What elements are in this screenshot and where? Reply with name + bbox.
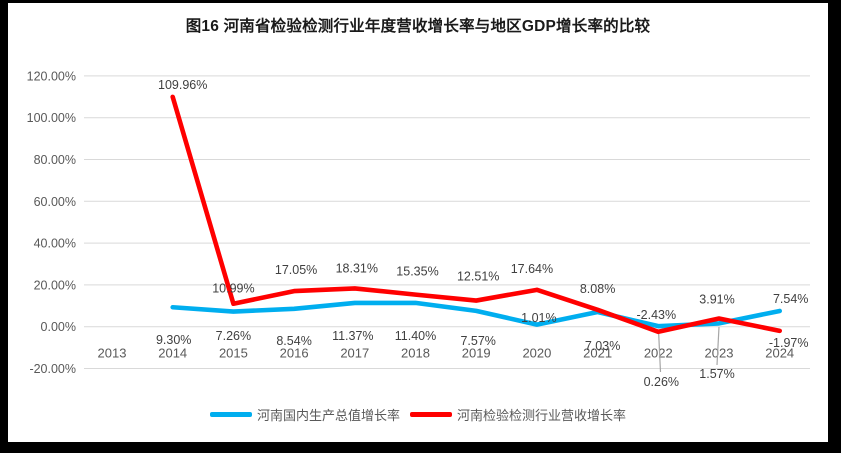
industry-data-label: 12.51% — [457, 270, 499, 284]
gdp-data-label: 11.37% — [332, 329, 373, 343]
industry-data-label: 3.91% — [699, 293, 734, 307]
industry-data-label: 8.08% — [580, 282, 615, 296]
industry-data-label: 10.99% — [212, 282, 254, 296]
industry-data-label: 15.35% — [396, 265, 438, 279]
industry-line-swatch-icon — [410, 412, 452, 417]
legend-label-gdp: 河南国内生产总值增长率 — [256, 408, 400, 423]
y-tick-label: 0.00% — [41, 320, 76, 334]
x-year-label: 2019 — [462, 346, 491, 361]
gdp-data-label: 0.26% — [644, 375, 679, 389]
legend-label-industry: 河南检验检测行业营收增长率 — [457, 408, 627, 423]
y-tick-label: 20.00% — [34, 278, 76, 292]
label-leader-line — [657, 329, 662, 373]
industry-line — [170, 94, 783, 335]
legend-item-industry: 河南检验检测行业营收增长率 — [410, 405, 626, 424]
x-year-label: 2024 — [765, 346, 794, 361]
gdp-line — [170, 300, 783, 329]
x-year-label: 2021 — [583, 346, 612, 361]
industry-data-label: 109.96% — [158, 78, 207, 92]
gdp-data-label: 7.03% — [585, 339, 620, 353]
gdp-data-label: 11.40% — [395, 329, 436, 343]
industry-data-label: 17.64% — [511, 262, 553, 276]
x-year-label: 2017 — [340, 346, 369, 361]
legend-item-gdp: 河南国内生产总值增长率 — [209, 405, 400, 424]
x-year-label: 2020 — [522, 346, 551, 361]
y-tick-label: 100.00% — [27, 111, 76, 125]
x-year-label: 2013 — [98, 346, 127, 361]
y-tick-label: 80.00% — [34, 153, 76, 167]
x-year-label: 2014 — [158, 346, 187, 361]
gdp-data-label: 9.30% — [156, 333, 191, 347]
gdp-data-label: 1.57% — [699, 367, 734, 381]
chart-canvas: 图16 河南省检验检测行业年度营收增长率与地区GDP增长率的比较 120.00%… — [8, 3, 828, 442]
x-year-label: 2015 — [219, 346, 248, 361]
industry-data-label: -2.43% — [636, 308, 676, 322]
x-year-label: 2016 — [280, 346, 309, 361]
gdp-data-label: 1.01% — [521, 311, 556, 325]
chart-title: 图16 河南省检验检测行业年度营收增长率与地区GDP增长率的比较 — [185, 18, 651, 35]
label-leader-line — [716, 326, 720, 366]
gdp-data-label: 8.54% — [276, 334, 311, 348]
y-tick-label: 40.00% — [34, 237, 76, 251]
industry-data-label: 18.31% — [336, 261, 378, 275]
chart-legend: 河南国内生产总值增长率 河南检验检测行业营收增长率 — [8, 405, 828, 424]
gdp-data-label: 7.26% — [216, 329, 251, 343]
gdp-data-label: 7.54% — [773, 292, 808, 306]
y-tick-label: 120.00% — [27, 69, 76, 83]
industry-data-label: 17.05% — [275, 263, 317, 277]
industry-data-label: -1.97% — [769, 336, 809, 350]
y-tick-label: 60.00% — [34, 195, 76, 209]
x-year-label: 2022 — [644, 346, 673, 361]
x-year-label: 2018 — [401, 346, 430, 361]
gdp-data-label: 7.57% — [460, 334, 495, 348]
gdp-line-swatch-icon — [209, 412, 252, 417]
x-year-label: 2023 — [705, 346, 734, 361]
chart-plot-area: 120.00% 100.00% 80.00% 60.00% 40.00% 20.00% 0.… — [27, 69, 810, 389]
y-tick-label: -20.00% — [29, 362, 76, 376]
